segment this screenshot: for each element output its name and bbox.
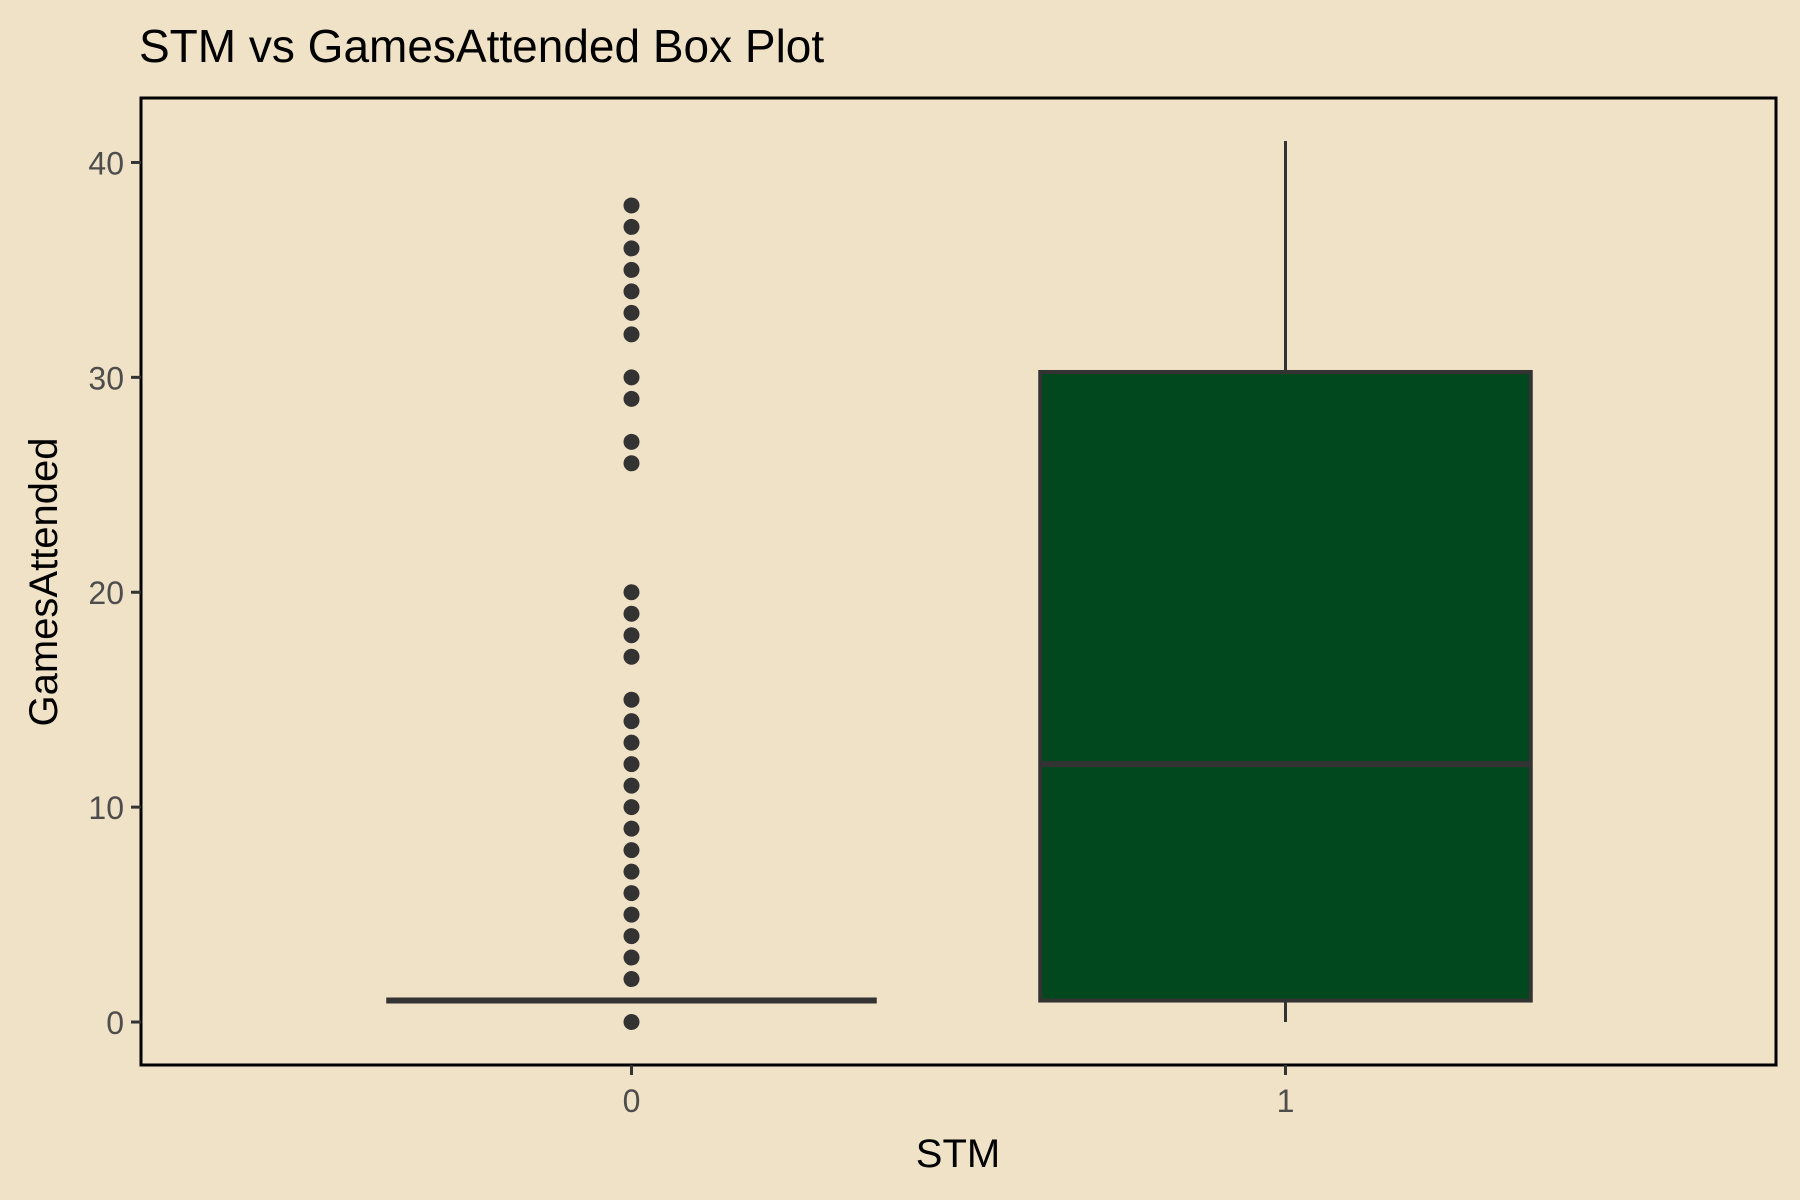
outlier-point [623, 433, 640, 450]
outlier-point [623, 627, 640, 644]
outlier-point [623, 326, 640, 343]
box-body [1038, 369, 1533, 1003]
outlier-point [623, 240, 640, 257]
box-group-1 [1038, 140, 1533, 1023]
outlier-point [623, 777, 640, 794]
chart-title: STM vs GamesAttended Box Plot [139, 20, 824, 72]
outlier-point [623, 648, 640, 665]
outlier-point [623, 261, 640, 278]
outlier-point [623, 283, 640, 300]
outlier-point [623, 605, 640, 622]
outlier-point [623, 756, 640, 773]
outlier-point [623, 584, 640, 601]
plot-area [386, 140, 1533, 1031]
outlier-point [623, 885, 640, 902]
axes: 0 10 20 30 40 0 1 [88, 145, 1294, 1119]
outlier-point [623, 218, 640, 235]
outlier-point [623, 906, 640, 923]
box-group-0 [386, 197, 877, 1031]
outlier-point [623, 713, 640, 730]
outlier-point [623, 928, 640, 945]
outlier-point [623, 863, 640, 880]
outlier-point [623, 197, 640, 214]
y-tick-label: 10 [88, 790, 124, 826]
plot-panel-border [139, 96, 1778, 1067]
outlier-point [623, 455, 640, 472]
outlier-point [623, 799, 640, 816]
outlier-point [623, 820, 640, 837]
outlier-point [623, 369, 640, 386]
outlier-point [623, 1014, 640, 1031]
outlier-point [623, 971, 640, 988]
y-tick-label: 0 [106, 1005, 124, 1041]
outlier-point [623, 734, 640, 751]
y-tick-label: 40 [88, 145, 124, 181]
outlier-point [623, 949, 640, 966]
y-axis-title: GamesAttended [22, 437, 66, 726]
x-axis-title: STM [916, 1132, 1000, 1176]
x-tick-label: 1 [1277, 1083, 1295, 1119]
x-tick-label: 0 [623, 1083, 641, 1119]
outlier-point [623, 390, 640, 407]
y-tick-label: 30 [88, 360, 124, 396]
outlier-point [623, 842, 640, 859]
outlier-point [623, 691, 640, 708]
outlier-point [623, 304, 640, 321]
y-tick-label: 20 [88, 575, 124, 611]
